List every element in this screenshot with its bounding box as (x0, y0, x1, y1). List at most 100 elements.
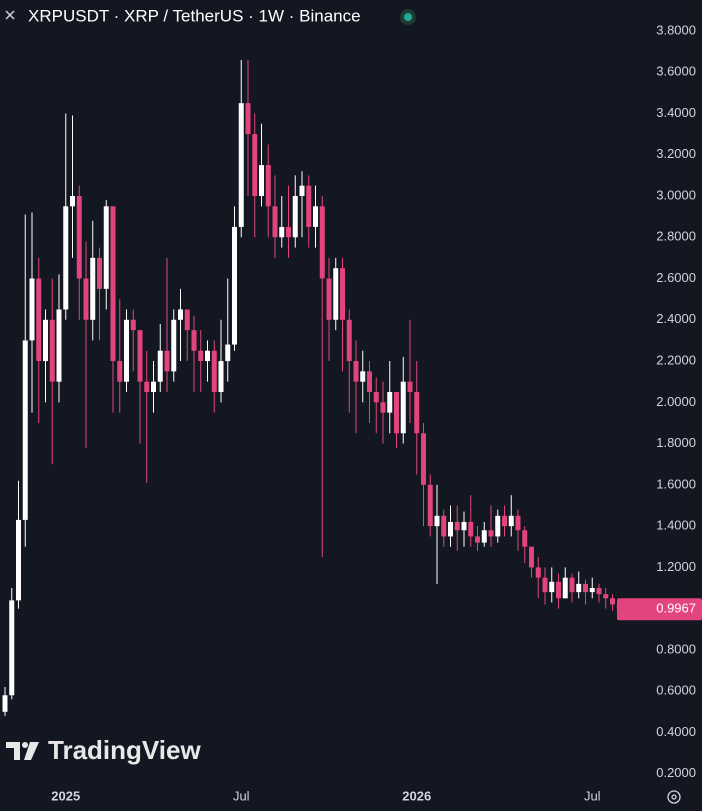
y-tick-label: 1.8000 (656, 435, 696, 450)
candle-body (117, 361, 123, 382)
last-price-label: 0.9967 (656, 601, 696, 616)
candle-body (205, 350, 210, 362)
candle-body (76, 196, 82, 279)
y-tick-label: 0.4000 (656, 724, 696, 739)
candle-body (353, 361, 359, 382)
y-tick-label: 3.4000 (656, 105, 696, 120)
candle-body (63, 206, 69, 310)
candle-body (468, 521, 474, 537)
candle-body (481, 530, 487, 543)
candle-body (16, 519, 21, 601)
candle-body (610, 598, 615, 605)
candle-body (97, 257, 102, 289)
candle-body (360, 371, 366, 382)
candle-body (589, 588, 595, 593)
candle-body (124, 319, 129, 382)
last-price-box (617, 598, 702, 621)
candle-body (313, 206, 318, 227)
candle-body (569, 577, 575, 593)
candle-body (522, 530, 528, 547)
candle-body (299, 185, 305, 196)
y-tick-label: 2.0000 (656, 394, 696, 409)
candle-body (225, 344, 231, 362)
candle-body (407, 381, 413, 392)
x-tick-label: Jul (584, 788, 601, 803)
candle-body (151, 381, 156, 392)
x-tick-label: Jul (233, 788, 250, 803)
candle-body (583, 583, 588, 593)
candle-body (508, 515, 514, 527)
candle-body (286, 226, 291, 238)
watermark: TradingView (48, 735, 201, 765)
candle-body (529, 546, 534, 568)
candle-body (70, 196, 75, 207)
candle-body (272, 206, 278, 238)
y-tick-label: 1.2000 (656, 559, 696, 574)
candle-body (184, 309, 190, 331)
y-tick-label: 2.6000 (656, 270, 696, 285)
y-tick-label: 3.2000 (656, 146, 696, 161)
candle-body (22, 340, 28, 520)
x-tick-label: 2025 (51, 788, 80, 803)
candle-body (319, 206, 325, 279)
candle-body (29, 278, 35, 341)
candle-body (596, 588, 602, 595)
candle-body (56, 309, 62, 382)
candle-body (137, 330, 143, 382)
candle-body (9, 600, 15, 696)
candle-body (340, 268, 345, 320)
candle-body (475, 536, 480, 543)
candle-body (90, 257, 96, 320)
y-tick-label: 3.0000 (656, 187, 696, 202)
candle-body (421, 433, 426, 485)
candle-body (292, 196, 298, 238)
x-tick-label: 2026 (402, 788, 431, 803)
candle-body (306, 185, 312, 227)
candle-body (191, 330, 197, 351)
candle-body (252, 134, 258, 196)
y-tick-label: 1.4000 (656, 518, 696, 533)
candle-body (488, 530, 494, 537)
candle-body (495, 515, 501, 537)
candle-body (218, 361, 224, 392)
candle-body (461, 521, 467, 531)
candle-body (454, 521, 460, 531)
candle-body (387, 392, 393, 413)
candle-body (441, 515, 447, 537)
candle-body (198, 350, 204, 362)
candle-body (414, 392, 420, 434)
candle-body (502, 515, 507, 527)
y-tick-label: 2.8000 (656, 229, 696, 244)
candle-body (542, 577, 548, 593)
candle-body (144, 381, 150, 392)
candle-body (130, 319, 136, 331)
candle-body (232, 226, 237, 345)
candle-body (576, 583, 582, 593)
close-icon[interactable] (5, 10, 15, 20)
candle-body (245, 103, 251, 135)
candle-body (394, 392, 399, 434)
candle-body (380, 402, 386, 413)
chart-title: XRPUSDT · XRP / TetherUS · 1W · Binance (28, 6, 361, 25)
candle-body (2, 695, 8, 712)
candle-body (259, 165, 264, 196)
status-dot (404, 13, 412, 21)
candle-body (279, 226, 285, 238)
candle-body (535, 567, 541, 578)
candle-body (49, 319, 55, 382)
candle-body (515, 515, 521, 531)
candle-body (265, 165, 271, 207)
candle-body (83, 278, 89, 320)
candle-body (448, 521, 453, 537)
y-tick-label: 3.6000 (656, 64, 696, 79)
y-tick-label: 1.6000 (656, 476, 696, 491)
candle-body (603, 594, 609, 599)
settings-icon[interactable] (667, 790, 681, 804)
candle-body (36, 278, 42, 362)
candle-body (400, 381, 406, 434)
candle-body (556, 581, 561, 599)
candle-body (333, 268, 339, 320)
candle-body (326, 278, 332, 320)
logo-icon (6, 742, 39, 760)
candle-body (178, 309, 183, 320)
